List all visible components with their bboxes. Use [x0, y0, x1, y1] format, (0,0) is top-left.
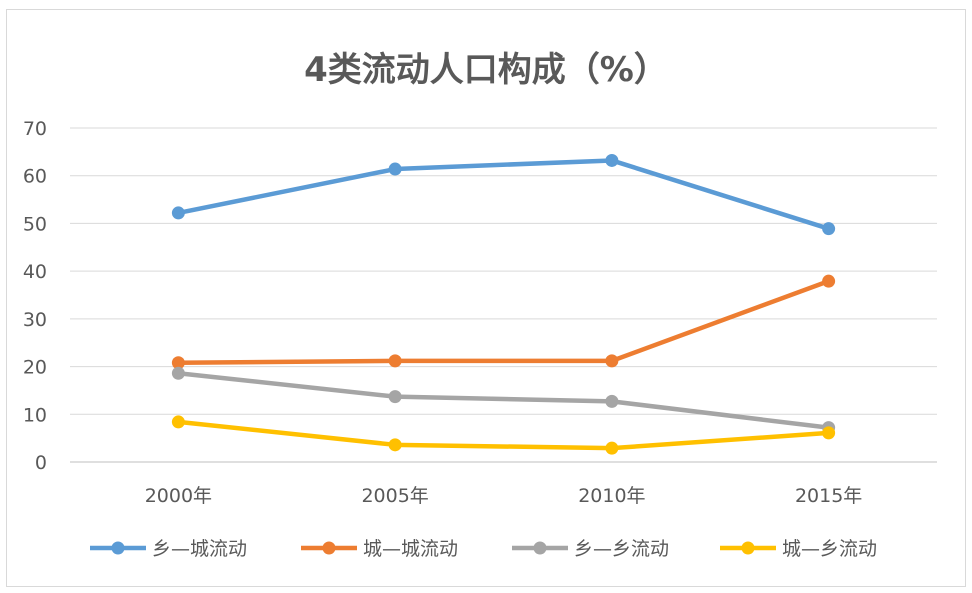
x-axis-ticks: 2000年 2005年 2010年 2015年	[145, 485, 863, 507]
data-point-1-0	[171, 356, 185, 370]
data-point-0-3	[822, 222, 836, 236]
legend-item-1: 城—城流动	[301, 538, 458, 560]
x-tick-label-3: 2015年	[795, 485, 862, 507]
y-tick-label-70: 70	[23, 118, 47, 140]
x-tick-label-0: 2000年	[145, 485, 212, 507]
legend: 乡—城流动 城—城流动 乡—乡流动 城—乡流动	[90, 538, 877, 560]
y-tick-label-60: 60	[23, 166, 47, 188]
series-line-0	[176, 158, 831, 231]
series-1	[171, 274, 836, 370]
legend-label-2: 乡—乡流动	[574, 538, 669, 560]
data-point-1-1	[388, 354, 402, 368]
legend-item-3: 城—乡流动	[720, 538, 877, 560]
legend-marker-0	[111, 541, 125, 555]
y-tick-label-50: 50	[23, 213, 47, 235]
chart-frame	[6, 9, 966, 587]
gridlines	[70, 127, 937, 463]
legend-label-3: 城—乡流动	[782, 538, 877, 560]
data-point-2-2	[605, 394, 619, 408]
x-tick-label-1: 2005年	[361, 485, 428, 507]
legend-label-0: 乡—城流动	[152, 538, 247, 560]
data-point-0-1	[388, 162, 402, 176]
y-tick-label-10: 10	[23, 404, 47, 426]
data-point-1-3	[822, 274, 836, 288]
series-line-3	[176, 419, 831, 451]
series-0	[171, 153, 836, 236]
data-point-2-0	[171, 366, 185, 380]
y-tick-label-20: 20	[23, 357, 47, 379]
y-tick-label-40: 40	[23, 261, 47, 283]
data-point-0-0	[171, 206, 185, 220]
y-tick-label-30: 30	[23, 309, 47, 331]
data-point-3-1	[388, 438, 402, 452]
series-group	[171, 153, 836, 455]
chart-title: 4类流动人口构成（%）	[304, 50, 668, 90]
data-point-0-2	[605, 153, 619, 167]
data-point-2-1	[388, 390, 402, 404]
data-point-1-2	[605, 354, 619, 368]
data-point-3-2	[605, 441, 619, 455]
y-axis-ticks: 0 10 20 30 40 50 60 70	[23, 118, 47, 474]
series-line-1	[176, 278, 831, 366]
series-2	[171, 366, 836, 435]
legend-marker-1	[322, 541, 336, 555]
legend-marker-3	[741, 541, 755, 555]
legend-marker-2	[533, 541, 547, 555]
legend-label-1: 城—城流动	[363, 538, 458, 560]
legend-item-0: 乡—城流动	[90, 538, 247, 560]
data-point-3-3	[822, 426, 836, 440]
legend-item-2: 乡—乡流动	[512, 538, 669, 560]
series-line-2	[176, 371, 831, 430]
series-3	[171, 415, 836, 455]
y-tick-label-0: 0	[35, 452, 47, 474]
data-point-3-0	[171, 415, 185, 429]
x-tick-label-2: 2010年	[578, 485, 645, 507]
